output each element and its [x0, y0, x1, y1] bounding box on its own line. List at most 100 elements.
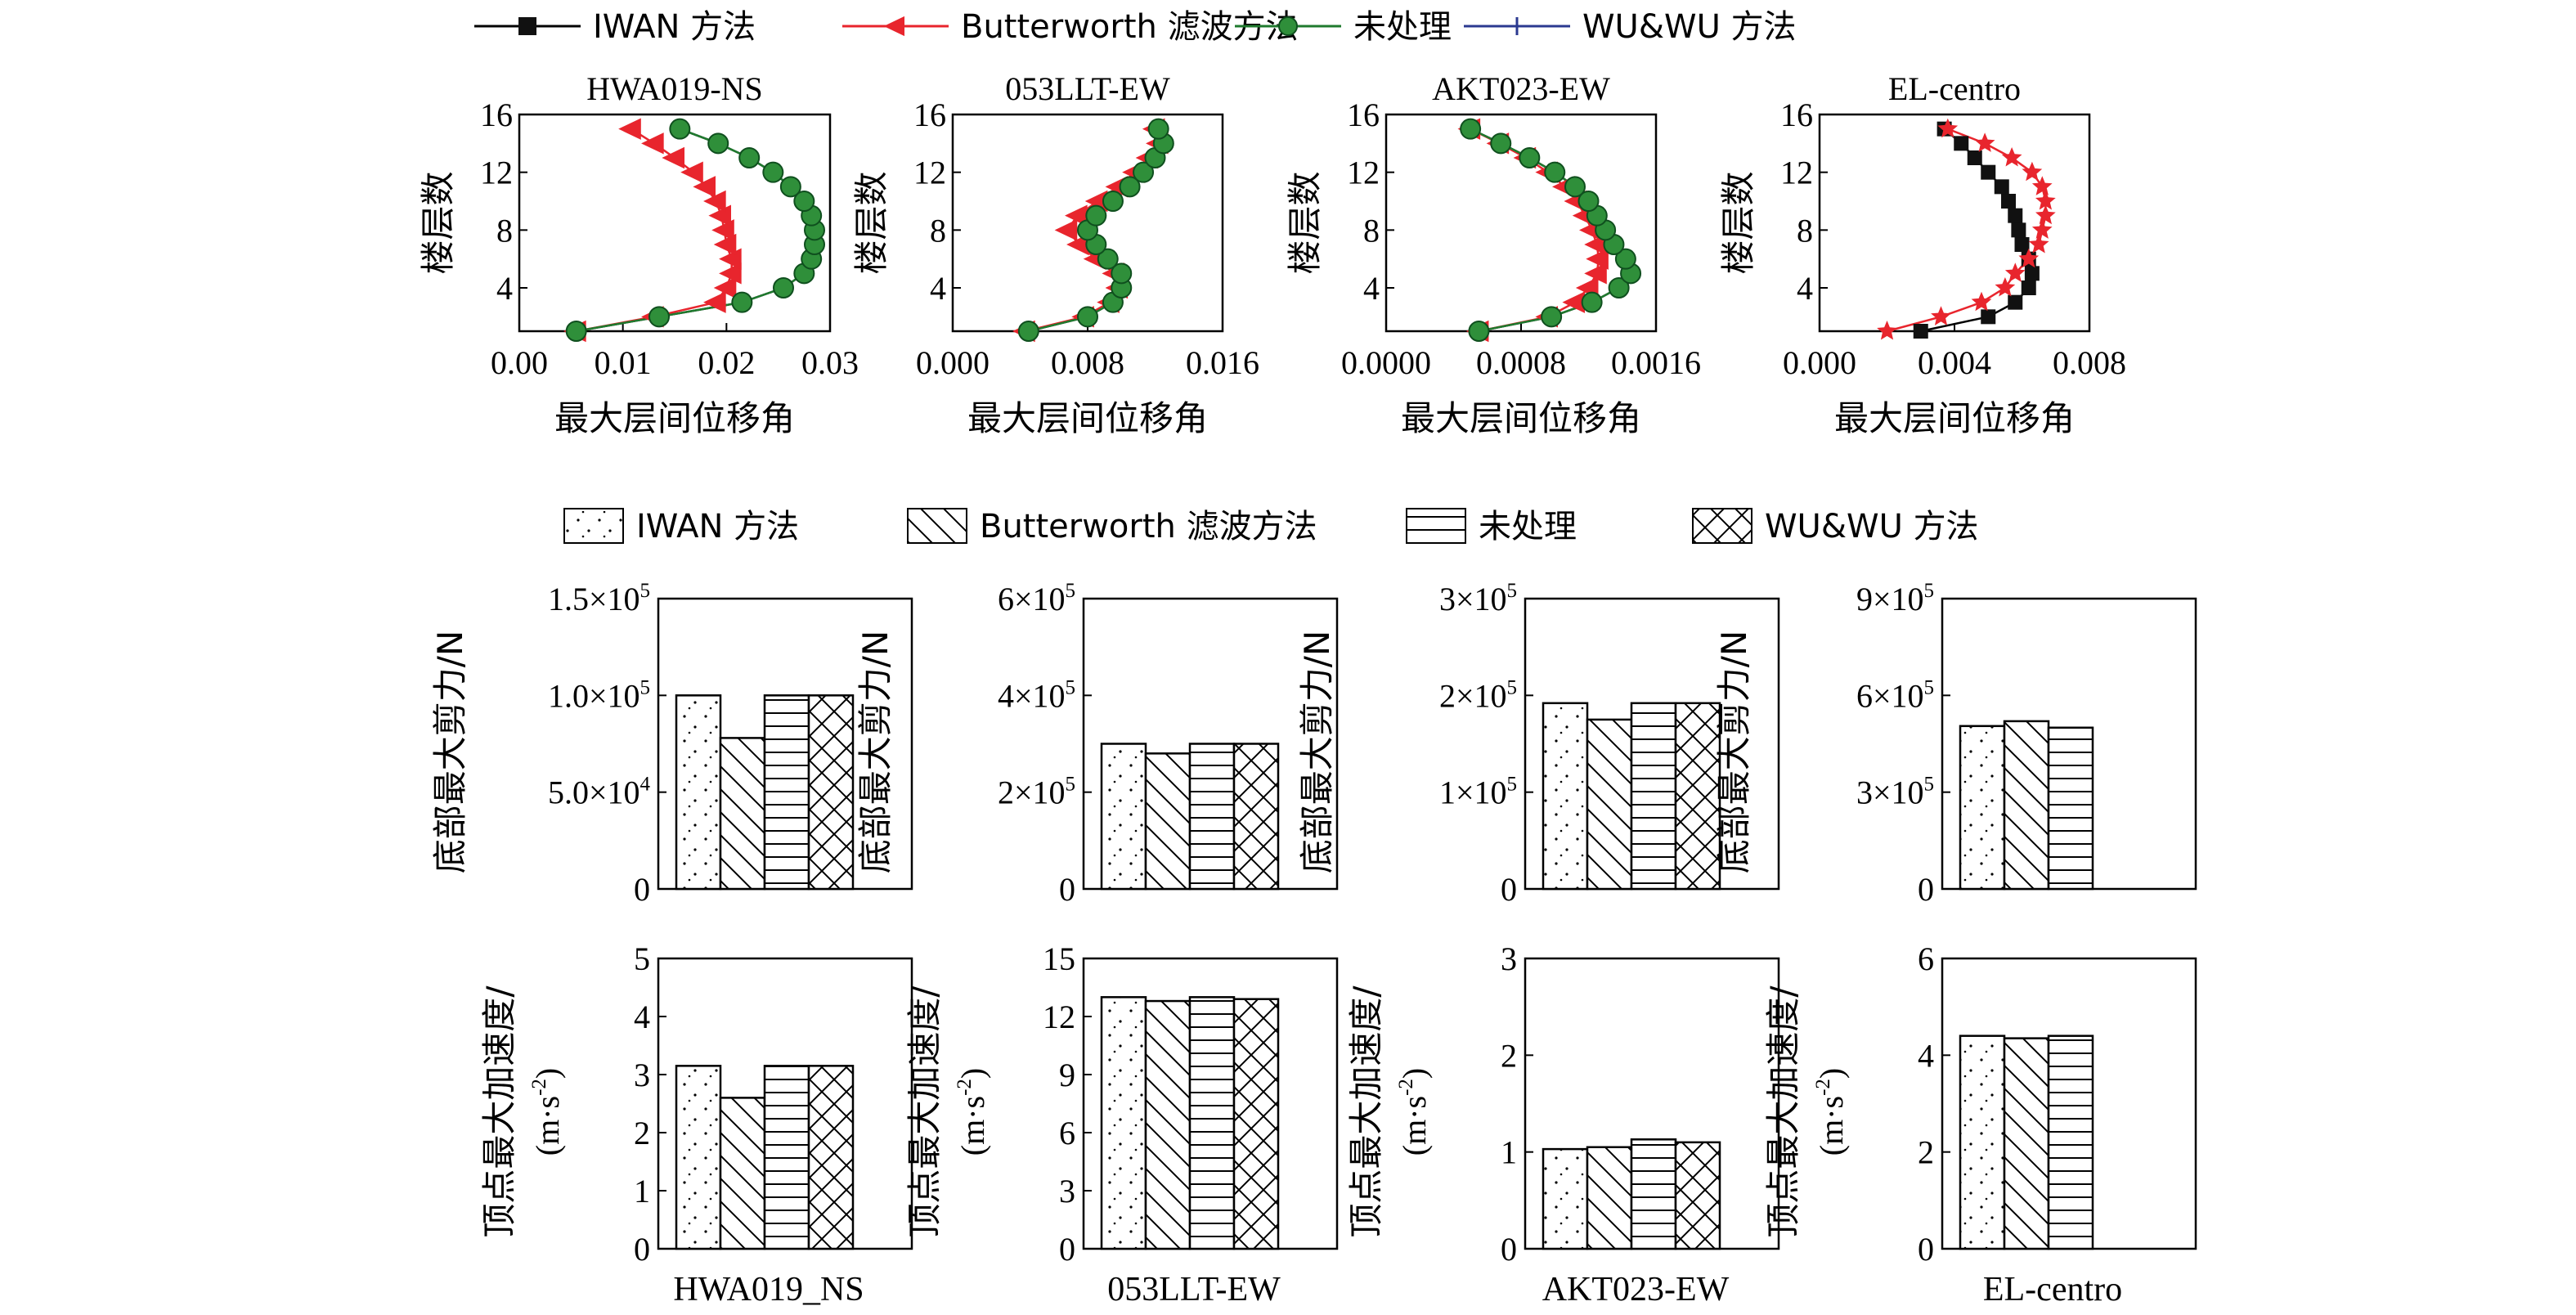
series-line — [576, 128, 816, 333]
x-tick-label: 0.000 — [916, 344, 990, 381]
y-axis-unit: (m·s-2) — [1812, 1068, 1850, 1156]
y-tick-label: 12 — [913, 155, 946, 191]
y-tick-label: 2 — [634, 1115, 650, 1151]
data-point — [662, 146, 684, 169]
data-point — [707, 132, 729, 155]
bar — [807, 1065, 855, 1250]
x-axis-label: 最大层间位移角 — [554, 398, 795, 438]
data-point — [1541, 306, 1563, 328]
y-tick-label: 12 — [1780, 155, 1813, 191]
data-point — [2031, 219, 2053, 239]
data-point — [1490, 132, 1512, 155]
x-axis-label: 最大层间位移角 — [1401, 398, 1641, 438]
bar — [1674, 702, 1721, 891]
y-tick-label: 0 — [1501, 1231, 1517, 1268]
bar — [1630, 1138, 1677, 1250]
bar — [675, 694, 722, 891]
data-point — [2004, 263, 2026, 282]
x-tick-label: 0.016 — [1186, 344, 1259, 381]
data-point — [779, 176, 801, 198]
bar — [1100, 996, 1147, 1250]
x-axis-label: HWA019_NS — [673, 1271, 864, 1308]
data-point — [2011, 222, 2026, 238]
y-tick-label: 1.0×105 — [548, 676, 650, 714]
bar — [807, 694, 855, 891]
legend-swatch — [563, 508, 624, 544]
legend-swatch — [907, 508, 967, 544]
data-point — [618, 118, 641, 140]
y-tick-label: 6 — [1059, 1115, 1075, 1151]
data-point — [1065, 204, 1088, 227]
bar-panel: 0 5.0×104 1.0×105 1.5×105 底部最大剪力/N — [430, 580, 913, 908]
data-point — [641, 132, 664, 155]
y-axis-label: 顶点最大加速度/ — [1346, 985, 1386, 1238]
bar — [1100, 743, 1147, 891]
bar — [1542, 702, 1589, 891]
line-panel: HWA019-NS 0.00 0.01 0.02 0.03 4 8 12 16 最大层间位移角 楼层… — [418, 70, 859, 438]
y-axis-label: 底部最大剪力/N — [1714, 631, 1754, 874]
bar — [1232, 998, 1280, 1250]
legend-swatch — [1406, 508, 1466, 544]
bar — [1674, 1141, 1721, 1250]
y-axis-label: 底部最大剪力/N — [1297, 631, 1337, 874]
data-point — [1954, 136, 1969, 151]
x-tick-label: 0.000 — [1783, 344, 1856, 381]
y-tick-label: 9 — [1059, 1057, 1075, 1093]
data-point — [738, 147, 761, 168]
data-point — [1937, 118, 1959, 138]
y-tick-label: 1.5×105 — [548, 580, 650, 617]
legend-marker — [883, 16, 904, 37]
y-tick-label: 5 — [634, 940, 650, 977]
x-tick-label: 0.01 — [595, 344, 652, 381]
y-tick-label: 16 — [913, 96, 946, 133]
data-point — [1608, 277, 1630, 298]
data-point — [1584, 263, 1607, 285]
bar — [1586, 1146, 1633, 1250]
legend-item: Butterworth 滤波方法 — [842, 8, 1299, 46]
y-axis-unit: (m·s-2) — [954, 1068, 991, 1156]
y-tick-label: 1 — [1501, 1134, 1517, 1171]
plot-frame — [518, 113, 832, 333]
legend-marker — [1278, 16, 1298, 36]
y-tick-label: 8 — [930, 212, 946, 249]
line-panel: AKT023-EW 0.0000 0.0008 0.0016 4 8 12 16 最大层间位移角… — [1285, 70, 1701, 438]
data-point — [1931, 306, 1951, 325]
data-point — [1614, 248, 1636, 270]
x-axis-label: EL-centro — [1983, 1271, 2122, 1308]
data-point — [1460, 118, 1482, 140]
x-tick-label: 0.00 — [491, 344, 548, 381]
plot-frame — [1384, 113, 1658, 333]
data-point — [1877, 321, 1897, 340]
bar — [763, 1065, 810, 1250]
data-point — [793, 191, 815, 212]
x-tick-label: 0.03 — [801, 344, 859, 381]
y-tick-label: 4 — [634, 999, 650, 1035]
y-tick-label: 4 — [1363, 270, 1380, 307]
y-axis-label: 顶点最大加速度/ — [1763, 985, 1803, 1238]
bar-legend: IWAN 方法 Butterworth 滤波方法 未处理 WU&WU 方法 — [563, 508, 1979, 545]
y-tick-label: 0 — [634, 1231, 650, 1268]
legend-label: WU&WU 方法 — [1765, 508, 1979, 545]
data-point — [1995, 277, 2016, 297]
x-tick-label: 0.008 — [2053, 344, 2126, 381]
y-axis-label: 顶点最大加速度/ — [904, 985, 945, 1238]
y-tick-label: 12 — [1347, 155, 1380, 191]
bar — [763, 694, 810, 891]
x-tick-label: 0.004 — [1918, 344, 1991, 381]
data-point — [1981, 309, 1996, 325]
data-point — [1994, 179, 2009, 195]
data-point — [1085, 204, 1107, 227]
series-line — [576, 128, 815, 332]
legend-label: Butterworth 滤波方法 — [980, 508, 1317, 545]
data-point — [1967, 150, 1982, 165]
y-tick-label: 8 — [1363, 212, 1380, 249]
data-point — [1586, 248, 1609, 270]
data-point — [1468, 321, 1490, 342]
data-point — [1111, 263, 1133, 285]
legend-swatch — [1692, 508, 1752, 544]
bar-panel: 0 1×105 2×105 3×105 底部最大剪力/N — [1297, 580, 1780, 908]
data-point — [693, 176, 716, 198]
bar-panel: 0 2 4 6 顶点最大加速度/(m·s-2) EL-centro — [1763, 940, 2197, 1308]
chart-title: 053LLT-EW — [1005, 70, 1170, 107]
data-point — [2021, 281, 2036, 295]
